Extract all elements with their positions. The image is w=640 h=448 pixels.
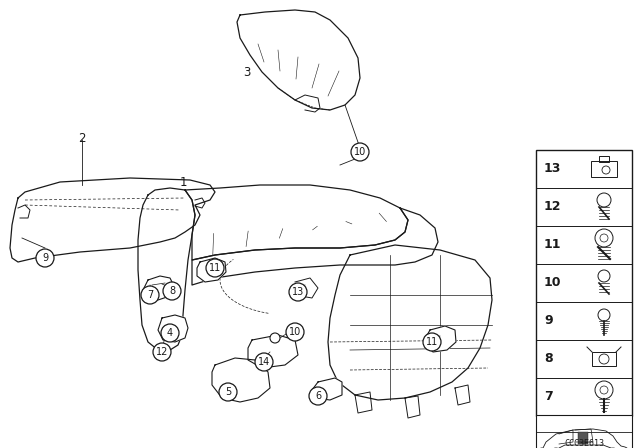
Text: 5: 5 <box>225 387 231 397</box>
Text: 11: 11 <box>426 337 438 347</box>
Circle shape <box>163 282 181 300</box>
Bar <box>536 150 632 416</box>
Bar <box>592 352 616 366</box>
Text: 3: 3 <box>243 65 251 78</box>
Circle shape <box>270 333 280 343</box>
Circle shape <box>153 343 171 361</box>
Polygon shape <box>426 326 456 352</box>
Bar <box>599 156 609 162</box>
Polygon shape <box>138 188 195 350</box>
Text: 11: 11 <box>544 238 561 251</box>
Text: 13: 13 <box>292 287 304 297</box>
Circle shape <box>286 323 304 341</box>
Polygon shape <box>158 315 188 342</box>
Text: 4: 4 <box>167 328 173 338</box>
Text: 10: 10 <box>354 147 366 157</box>
Text: 12: 12 <box>544 201 561 214</box>
Polygon shape <box>143 276 174 300</box>
Text: 11: 11 <box>209 263 221 273</box>
Text: 13: 13 <box>544 163 561 176</box>
Text: 6: 6 <box>315 391 321 401</box>
Polygon shape <box>185 185 408 260</box>
Text: 2: 2 <box>78 132 86 145</box>
Text: 8: 8 <box>544 353 552 366</box>
Circle shape <box>255 353 273 371</box>
Bar <box>536 415 632 448</box>
Polygon shape <box>328 245 492 400</box>
Circle shape <box>423 333 441 351</box>
Circle shape <box>36 249 54 267</box>
Circle shape <box>141 286 159 304</box>
Text: 9: 9 <box>544 314 552 327</box>
Text: 12: 12 <box>156 347 168 357</box>
Polygon shape <box>212 358 270 402</box>
Text: CCC3E613: CCC3E613 <box>564 439 604 448</box>
Text: 10: 10 <box>289 327 301 337</box>
Circle shape <box>289 283 307 301</box>
Circle shape <box>161 324 179 342</box>
Text: 1: 1 <box>179 176 187 189</box>
Circle shape <box>206 259 224 277</box>
Circle shape <box>351 143 369 161</box>
Polygon shape <box>312 378 342 400</box>
Circle shape <box>309 387 327 405</box>
Text: 9: 9 <box>42 253 48 263</box>
Text: 14: 14 <box>258 357 270 367</box>
Polygon shape <box>192 208 438 285</box>
Text: 10: 10 <box>544 276 561 289</box>
Text: 7: 7 <box>147 290 153 300</box>
Polygon shape <box>237 10 360 110</box>
Text: 8: 8 <box>169 286 175 296</box>
Polygon shape <box>248 335 298 368</box>
Polygon shape <box>10 178 215 262</box>
Bar <box>578 432 588 444</box>
Polygon shape <box>197 258 226 282</box>
Text: 7: 7 <box>544 391 553 404</box>
Circle shape <box>219 383 237 401</box>
